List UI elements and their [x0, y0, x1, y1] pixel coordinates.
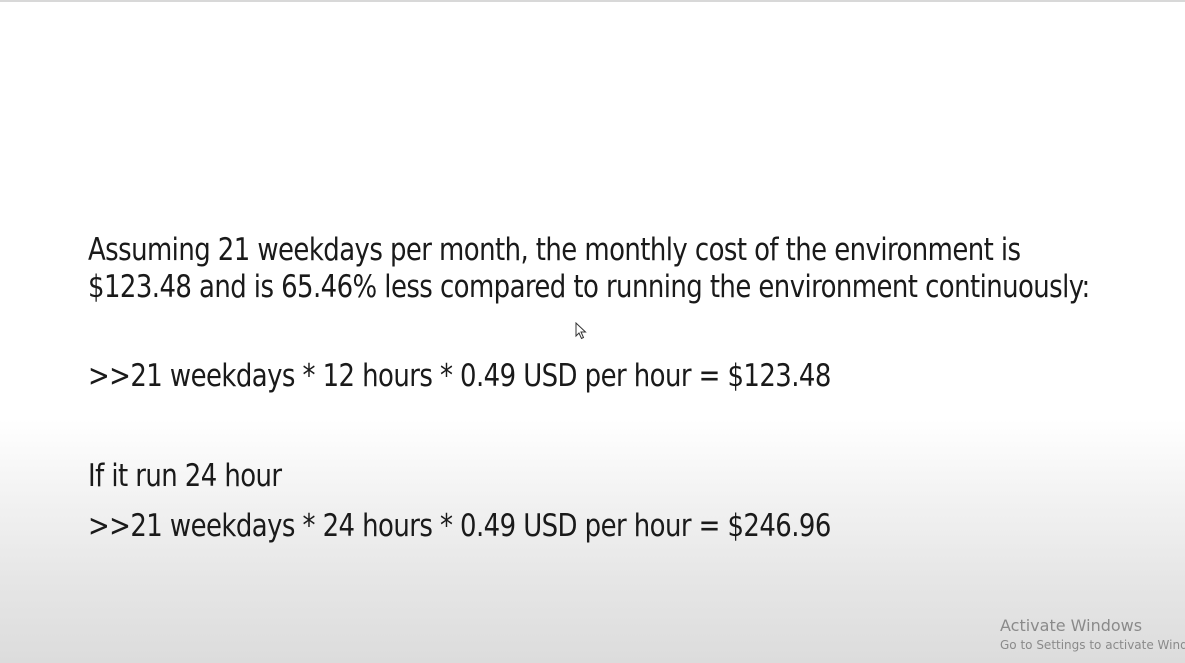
activate-windows-watermark: Activate Windows Go to Settings to activ…	[1000, 615, 1185, 653]
top-border	[0, 0, 1185, 2]
heading-24-hour: If it run 24 hour	[88, 458, 282, 494]
calc-12-hours: >>21 weekdays * 12 hours * 0.49 USD per …	[88, 358, 831, 394]
cost-paragraph: Assuming 21 weekdays per month, the mont…	[88, 232, 1090, 305]
watermark-title: Activate Windows	[1000, 616, 1143, 635]
watermark-subtitle: Go to Settings to activate Windows.	[1000, 638, 1185, 652]
mouse-pointer-icon	[575, 322, 587, 340]
slide-body: Assuming 21 weekdays per month, the mont…	[88, 232, 1128, 306]
calc-24-hours: >>21 weekdays * 24 hours * 0.49 USD per …	[88, 508, 831, 544]
